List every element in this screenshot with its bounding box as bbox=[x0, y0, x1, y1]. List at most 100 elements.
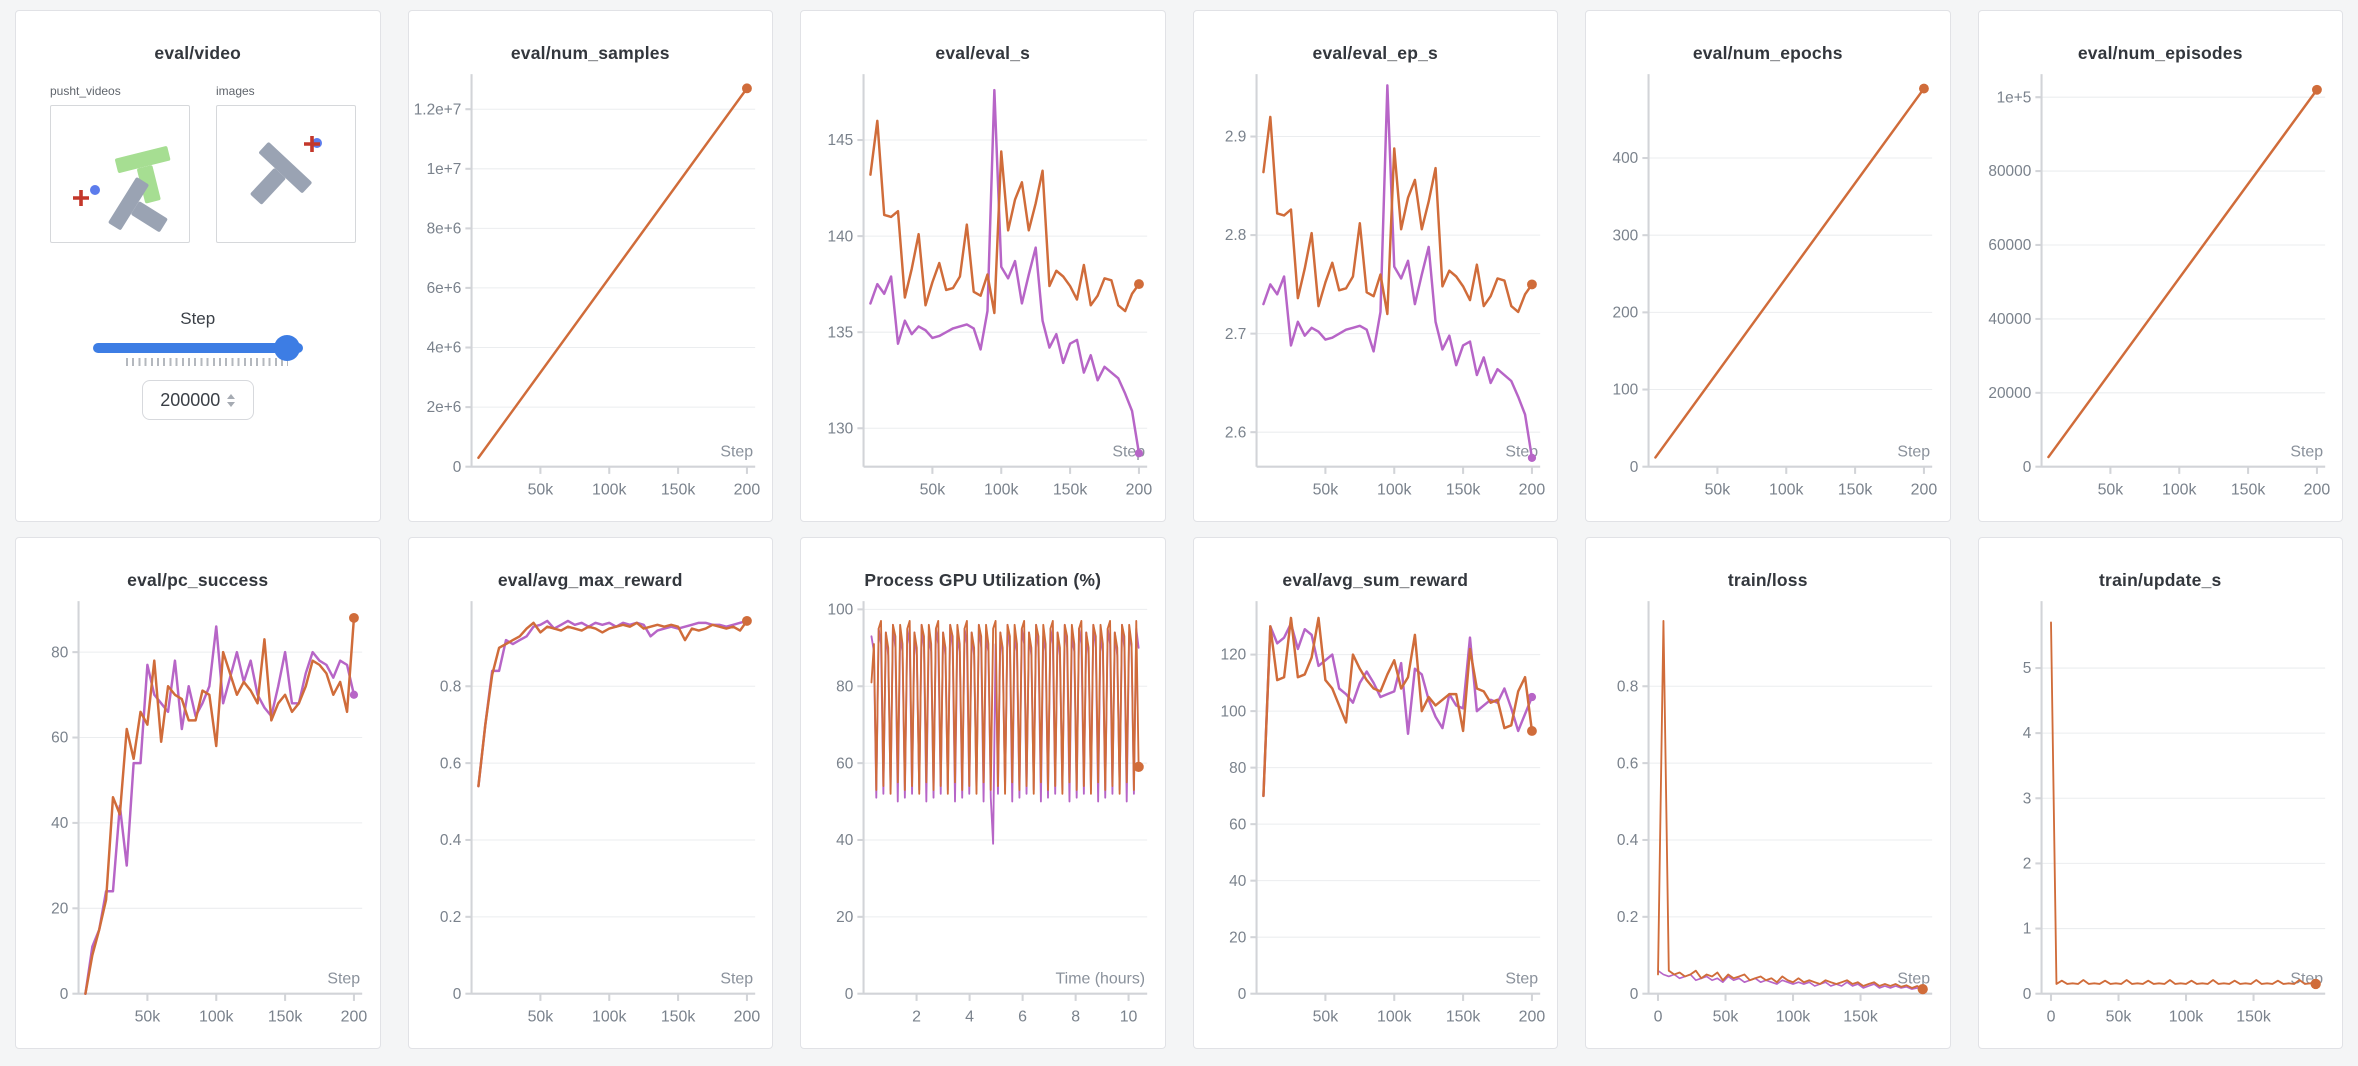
panel-train-loss: train/loss 0 0.2 0.4 0.6 0.8 0 50k 100k 150k Step bbox=[1585, 537, 1951, 1049]
svg-text:50k: 50k bbox=[1312, 481, 1338, 498]
panel-title: eval/video bbox=[154, 43, 242, 63]
chart-canvas[interactable]: 0 100 200 300 400 50k 100k 150k 200 Step bbox=[1586, 68, 1950, 520]
svg-text:0: 0 bbox=[2022, 459, 2031, 476]
svg-text:50k: 50k bbox=[135, 1008, 161, 1025]
chart-canvas[interactable]: 2.6 2.7 2.8 2.9 50k 100k 150k 200 Step bbox=[1194, 68, 1558, 520]
svg-text:4e+6: 4e+6 bbox=[426, 340, 461, 357]
svg-text:50k: 50k bbox=[1312, 1008, 1338, 1025]
video-thumbnail[interactable] bbox=[50, 105, 190, 243]
svg-text:200: 200 bbox=[1518, 1008, 1545, 1025]
svg-text:200: 200 bbox=[1518, 481, 1545, 498]
svg-text:0.4: 0.4 bbox=[1617, 832, 1639, 849]
svg-text:200: 200 bbox=[341, 1008, 368, 1025]
svg-text:200: 200 bbox=[733, 1008, 760, 1025]
svg-text:0: 0 bbox=[1654, 1008, 1663, 1025]
svg-text:60000: 60000 bbox=[1988, 237, 2031, 254]
media-images: images bbox=[216, 84, 356, 243]
svg-text:80000: 80000 bbox=[1988, 163, 2031, 180]
chart-canvas[interactable]: 0 20 40 60 80 100 2 4 6 8 10 Time (hours) bbox=[801, 595, 1165, 1047]
chart-canvas[interactable]: 0 0.2 0.4 0.6 0.8 0 50k 100k 150k Step bbox=[1586, 595, 1950, 1047]
panel-title: eval/pc_success bbox=[127, 570, 269, 590]
svg-text:150k: 150k bbox=[660, 481, 695, 498]
image-thumbnail[interactable] bbox=[216, 105, 356, 243]
svg-text:0: 0 bbox=[2022, 986, 2031, 1003]
svg-text:0.2: 0.2 bbox=[439, 909, 460, 926]
slider-track[interactable] bbox=[92, 335, 303, 361]
panel-title: eval/num_episodes bbox=[2077, 43, 2243, 63]
svg-text:4: 4 bbox=[2022, 725, 2031, 742]
panel-eval-num-episodes: eval/num_episodes 0 20000 40000 60000 80000 1… bbox=[1977, 10, 2343, 522]
svg-text:60: 60 bbox=[836, 755, 853, 772]
svg-text:200: 200 bbox=[733, 481, 760, 498]
svg-text:6e+6: 6e+6 bbox=[426, 280, 461, 297]
svg-text:3: 3 bbox=[2022, 790, 2031, 807]
panel-title: eval/eval_ep_s bbox=[1312, 43, 1438, 63]
svg-text:6: 6 bbox=[1018, 1008, 1027, 1025]
chart-canvas[interactable]: 0 2e+6 4e+6 6e+6 8e+6 1e+7 1.2e+7 50k 100k 150k 20… bbox=[409, 68, 773, 520]
svg-text:5: 5 bbox=[2022, 660, 2031, 677]
step-input-value[interactable]: 200000 bbox=[160, 389, 221, 410]
svg-text:100k: 100k bbox=[591, 481, 626, 498]
svg-text:40: 40 bbox=[51, 815, 68, 832]
svg-text:100k: 100k bbox=[2161, 481, 2196, 498]
svg-text:Step: Step bbox=[1505, 970, 1538, 987]
svg-text:100: 100 bbox=[1220, 703, 1246, 720]
svg-text:150k: 150k bbox=[2236, 1008, 2271, 1025]
svg-text:0.6: 0.6 bbox=[1617, 755, 1638, 772]
svg-text:2: 2 bbox=[912, 1008, 921, 1025]
chevron-down-icon[interactable] bbox=[227, 401, 236, 407]
svg-text:2.7: 2.7 bbox=[1224, 326, 1245, 343]
panel-title: Process GPU Utilization (%) bbox=[864, 570, 1102, 590]
svg-text:200: 200 bbox=[1911, 481, 1938, 498]
svg-text:0: 0 bbox=[1237, 986, 1246, 1003]
step-slider[interactable] bbox=[92, 335, 303, 366]
svg-text:150k: 150k bbox=[1843, 1008, 1878, 1025]
svg-text:40: 40 bbox=[836, 832, 853, 849]
svg-text:100k: 100k bbox=[984, 481, 1019, 498]
pusht-scene-icon bbox=[250, 136, 322, 205]
chart-canvas[interactable]: 130 135 140 145 50k 100k 150k 200 Step bbox=[801, 68, 1165, 520]
svg-text:300: 300 bbox=[1613, 227, 1639, 244]
step-slider-thumb[interactable] bbox=[274, 335, 301, 361]
svg-text:40: 40 bbox=[1229, 873, 1246, 890]
svg-text:20: 20 bbox=[1229, 929, 1246, 946]
svg-text:80: 80 bbox=[1229, 760, 1246, 777]
panel-process-gpu-utilization: Process GPU Utilization (%) 0 20 40 60 80 100… bbox=[800, 537, 1166, 1049]
chart-canvas[interactable]: 0 20000 40000 60000 80000 1e+5 50k 100k 150k 200 S… bbox=[1979, 68, 2343, 520]
chart-canvas[interactable]: 0 20 40 60 80 50k 100k 150k 200 Step bbox=[16, 595, 380, 1047]
panel-title: eval/avg_max_reward bbox=[497, 570, 683, 590]
chart-canvas[interactable]: 0 0.2 0.4 0.6 0.8 50k 100k 150k 200 Step bbox=[409, 595, 773, 1047]
chart-canvas[interactable]: 0 1 2 3 4 5 0 50k 100k 150k Step bbox=[1979, 595, 2343, 1047]
svg-text:100k: 100k bbox=[2168, 1008, 2203, 1025]
panel-title: train/update_s bbox=[2099, 570, 2222, 590]
media-label: images bbox=[216, 84, 255, 98]
panel-eval-num-samples: eval/num_samples 0 2e+6 4e+6 6e+6 8e+6 1e+7 1.… bbox=[407, 10, 773, 522]
svg-text:1.2e+7: 1.2e+7 bbox=[414, 101, 461, 118]
svg-text:200: 200 bbox=[1613, 304, 1639, 321]
svg-text:100k: 100k bbox=[199, 1008, 234, 1025]
step-control: Step 200000 bbox=[16, 309, 380, 420]
svg-text:1e+5: 1e+5 bbox=[1996, 89, 2031, 106]
svg-text:140: 140 bbox=[828, 228, 854, 245]
panel-eval-avg-sum-reward: eval/avg_sum_reward 0 20 40 60 80 100 120 50k 10… bbox=[1192, 537, 1558, 1049]
svg-text:100: 100 bbox=[828, 602, 854, 619]
chart-canvas[interactable]: 0 20 40 60 80 100 120 50k 100k 150k 200 Step bbox=[1194, 595, 1558, 1047]
panel-eval-video: eval/video pusht_videos bbox=[15, 10, 381, 522]
step-input[interactable]: 200000 bbox=[141, 380, 254, 420]
svg-text:0.8: 0.8 bbox=[439, 678, 460, 695]
svg-text:50k: 50k bbox=[2105, 1008, 2131, 1025]
svg-text:100k: 100k bbox=[1769, 481, 1804, 498]
step-input-stepper[interactable] bbox=[227, 393, 236, 407]
svg-text:100: 100 bbox=[1613, 382, 1639, 399]
step-slider-label: Step bbox=[180, 309, 216, 328]
svg-text:150k: 150k bbox=[1445, 1008, 1480, 1025]
chevron-up-icon[interactable] bbox=[227, 393, 236, 399]
panel-eval-eval-s: eval/eval_s 130 135 140 145 50k 100k 150k 200 St… bbox=[800, 10, 1166, 522]
svg-text:2e+6: 2e+6 bbox=[426, 399, 461, 416]
svg-text:0.2: 0.2 bbox=[1617, 909, 1638, 926]
panel-grid: eval/video pusht_videos bbox=[15, 10, 2343, 1049]
svg-text:0: 0 bbox=[2046, 1008, 2055, 1025]
svg-text:60: 60 bbox=[1229, 816, 1246, 833]
svg-text:100k: 100k bbox=[1376, 1008, 1411, 1025]
svg-text:50k: 50k bbox=[920, 481, 946, 498]
